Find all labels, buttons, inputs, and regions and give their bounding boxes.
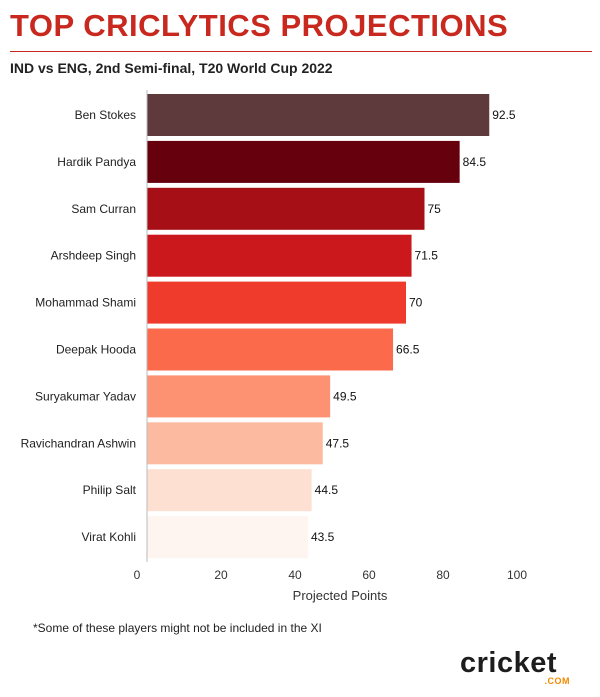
category-label-5: Deepak Hooda [56, 343, 136, 357]
category-label-3: Arshdeep Singh [51, 249, 136, 263]
value-label-0: 92.5 [492, 108, 516, 122]
bar-0 [147, 94, 490, 136]
x-tick-label-2: 40 [288, 568, 302, 582]
x-tick-label-3: 60 [362, 568, 376, 582]
x-tick-label-0: 0 [134, 568, 141, 582]
bars-group [147, 94, 490, 559]
bar-6 [147, 375, 331, 418]
bar-3 [147, 234, 412, 277]
value-labels-group: 92.5 84.5 75 71.5 70 66.5 49.5 47.5 44.5 43.5 [311, 108, 516, 544]
footnote: *Some of these players might not be incl… [33, 621, 322, 635]
bar-chart: Ben Stokes Hardik Pandya Sam Curran Arshdee… [21, 90, 528, 603]
bar-7 [147, 422, 323, 465]
value-label-8: 44.5 [315, 483, 339, 497]
brand-logo: cricket .COM [460, 648, 572, 688]
title-divider [10, 51, 592, 52]
value-label-6: 49.5 [333, 389, 357, 403]
category-label-9: Virat Kohli [82, 530, 136, 544]
x-tick-labels-group: 0 20 40 60 80 100 [134, 568, 528, 582]
chart-title: TOP CRICLYTICS PROJECTIONS [10, 8, 509, 43]
value-label-4: 70 [409, 296, 423, 310]
category-labels-group: Ben Stokes Hardik Pandya Sam Curran Arshdee… [21, 108, 137, 544]
category-label-8: Philip Salt [83, 483, 137, 497]
bar-8 [147, 469, 312, 512]
bar-1 [147, 140, 460, 183]
category-label-2: Sam Curran [71, 202, 136, 216]
category-label-4: Mohammad Shami [35, 296, 136, 310]
category-label-1: Hardik Pandya [57, 155, 136, 169]
value-label-1: 84.5 [463, 155, 487, 169]
bar-9 [147, 516, 308, 559]
value-label-2: 75 [428, 202, 442, 216]
value-label-3: 71.5 [415, 249, 439, 263]
category-label-6: Suryakumar Yadav [35, 389, 136, 403]
bar-2 [147, 187, 425, 230]
x-axis-label: Projected Points [293, 588, 388, 603]
value-label-9: 43.5 [311, 530, 335, 544]
x-tick-label-5: 100 [507, 568, 527, 582]
brand-logo-text: cricket [460, 647, 558, 679]
bar-5 [147, 328, 394, 371]
category-label-0: Ben Stokes [75, 108, 136, 122]
value-label-7: 47.5 [326, 436, 350, 450]
bar-4 [147, 281, 406, 324]
x-tick-label-1: 20 [214, 568, 228, 582]
x-tick-label-4: 80 [436, 568, 450, 582]
chart-subtitle: IND vs ENG, 2nd Semi-final, T20 World Cu… [10, 60, 333, 76]
brand-logo-suffix: .COM [544, 676, 570, 686]
value-label-5: 66.5 [396, 343, 420, 357]
category-label-7: Ravichandran Ashwin [21, 436, 136, 450]
